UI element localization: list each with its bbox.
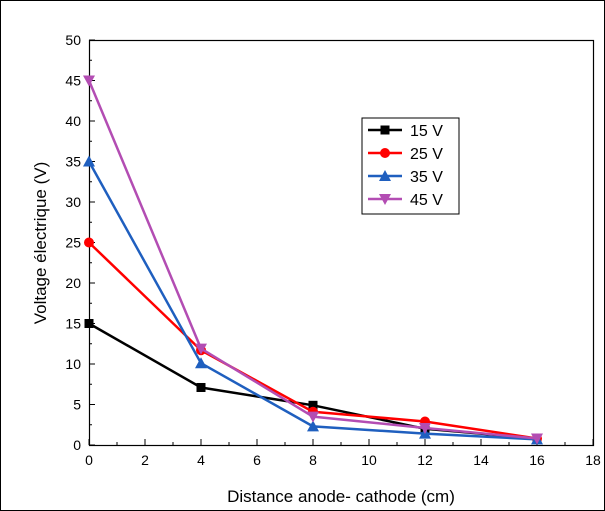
series-layer: [83, 75, 543, 445]
y-tick-label: 25: [65, 235, 81, 251]
data-point-35v: [195, 357, 207, 369]
y-axis-title: Voltage électrique (V): [31, 162, 50, 325]
data-point-15v: [308, 400, 318, 410]
series-45v: [83, 75, 543, 445]
legend-label: 15 V: [410, 123, 443, 140]
data-point-15v: [84, 319, 94, 328]
legend: 15 V 25 V 35 V 45 V: [361, 117, 460, 215]
y-tick-label: 0: [73, 437, 81, 453]
legend-item-45v: 45 V: [368, 192, 443, 209]
y-tick-label: 45: [65, 73, 81, 89]
data-point-45v: [83, 75, 95, 87]
y-tick-label: 50: [65, 32, 81, 48]
legend-label: 35 V: [410, 169, 443, 186]
y-tick-label: 15: [65, 316, 81, 332]
x-tick-label: 2: [141, 452, 149, 468]
y-tick-label: 10: [65, 356, 81, 372]
data-point-45v: [531, 433, 543, 445]
data-point-35v: [83, 155, 95, 167]
y-tick-label: 40: [65, 113, 81, 129]
legend-item-15v: 15 V: [368, 123, 443, 140]
x-tick-label: 6: [253, 452, 261, 468]
ticks-layer: 0 2 4 6 8 10 12 14 16 18 0 5 10 15 20 25 30 35 40 45 50: [65, 32, 601, 468]
x-axis-title: Distance anode- cathode (cm): [227, 487, 455, 506]
x-tick-label: 8: [309, 452, 317, 468]
x-tick-label: 18: [585, 452, 601, 468]
legend-swatch-marker: [379, 170, 391, 181]
y-tick-label: 20: [65, 275, 81, 291]
y-tick-label: 5: [73, 397, 81, 413]
x-tick-label: 0: [85, 452, 93, 468]
data-point-45v: [307, 411, 319, 423]
x-tick-label: 12: [417, 452, 433, 468]
legend-swatch-marker: [380, 148, 390, 158]
data-point-25v: [84, 237, 94, 248]
x-tick-label: 14: [473, 452, 489, 468]
legend-item-25v: 25 V: [368, 146, 443, 163]
data-point-45v: [419, 422, 431, 434]
legend-swatch-marker: [379, 194, 391, 205]
data-point-45v: [195, 343, 207, 355]
y-tick-label: 30: [65, 194, 81, 210]
legend-swatch-marker: [380, 125, 390, 135]
x-tick-label: 16: [529, 452, 545, 468]
y-tick-label: 35: [65, 154, 81, 170]
data-point-15v: [196, 382, 206, 392]
x-tick-label: 4: [197, 452, 205, 468]
legend-item-35v: 35 V: [368, 169, 443, 186]
x-tick-label: 10: [361, 452, 377, 468]
data-point-35v: [307, 420, 319, 432]
legend-label: 25 V: [410, 146, 443, 163]
legend-label: 45 V: [410, 192, 443, 209]
